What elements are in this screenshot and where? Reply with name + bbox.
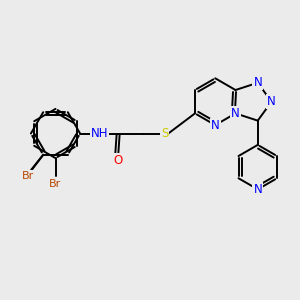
Text: Br: Br [22,171,34,181]
Text: N: N [267,95,276,108]
Text: Br: Br [50,178,61,189]
Text: N: N [211,118,220,132]
Text: N: N [254,76,262,89]
Text: O: O [114,154,123,167]
Text: N: N [231,107,240,120]
Text: S: S [161,127,168,140]
Text: NH: NH [91,127,108,140]
Text: N: N [254,183,262,196]
Text: Br: Br [22,171,34,182]
